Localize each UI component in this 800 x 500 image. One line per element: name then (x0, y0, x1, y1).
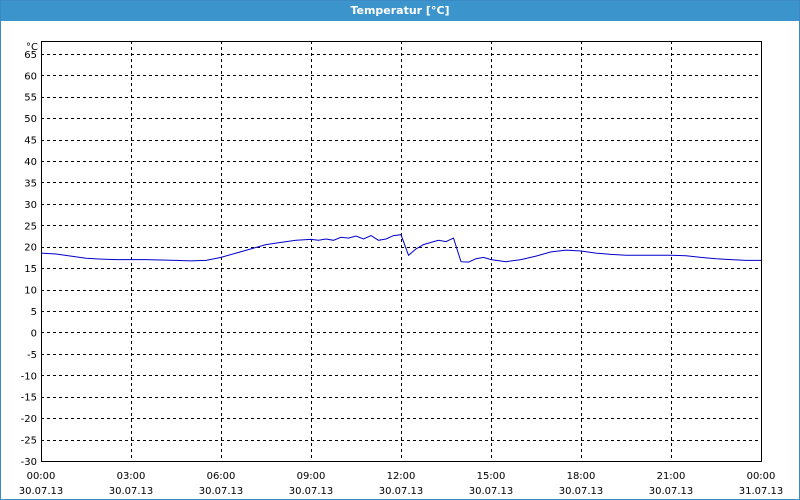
y-tick-label: 55 (24, 93, 37, 104)
x-tick-time-label: 12:00 (387, 471, 416, 482)
x-tick-time-label: 00:00 (747, 471, 776, 482)
y-unit-label: °C (26, 42, 38, 53)
x-tick-date-label: 30.07.13 (19, 486, 64, 497)
y-tick-label: 30 (24, 200, 37, 211)
y-tick-label: -30 (21, 457, 37, 468)
y-tick-label: 40 (24, 157, 37, 168)
y-tick-label: 50 (24, 114, 37, 125)
x-tick-date-label: 30.07.13 (469, 486, 514, 497)
x-tick-time-label: 18:00 (567, 471, 596, 482)
x-tick-date-label: 30.07.13 (199, 486, 244, 497)
x-tick-date-label: 31.07.13 (739, 486, 784, 497)
y-tick-label: 15 (24, 264, 37, 275)
x-tick-time-label: 21:00 (657, 471, 686, 482)
x-tick-labels: 00:00 30.07.13 03:00 30.07.13 06:00 30.07.13 0… (19, 471, 784, 497)
x-tick-date-label: 30.07.13 (289, 486, 334, 497)
y-tick-label: 45 (24, 136, 37, 147)
x-tick-date-label: 30.07.13 (559, 486, 604, 497)
y-tick-label: 10 (24, 286, 37, 297)
x-tick-date-label: 30.07.13 (649, 486, 694, 497)
y-tick-label: 25 (24, 221, 37, 232)
x-tick-date-label: 30.07.13 (379, 486, 424, 497)
y-tick-label: 65 (24, 50, 37, 61)
x-tick-time-label: 09:00 (297, 471, 326, 482)
y-tick-label: -10 (21, 371, 37, 382)
y-tick-label: 60 (24, 71, 37, 82)
series-layer (40, 234, 761, 263)
y-tick-label: 0 (31, 328, 37, 339)
plot-area-frame (41, 41, 762, 462)
y-tick-label: 35 (24, 178, 37, 189)
y-tick-label: -5 (27, 350, 37, 361)
x-tick-date-label: 30.07.13 (109, 486, 154, 497)
y-tick-label: -20 (21, 414, 37, 425)
x-tick-time-label: 03:00 (117, 471, 146, 482)
y-tick-label: 5 (31, 307, 37, 318)
y-tick-labels: 65605550454035302520151050-5-10-15-20-25… (21, 50, 37, 468)
y-tick-label: 20 (24, 243, 37, 254)
window-title: Temperatur [°C] (1, 1, 799, 21)
y-tick-label: -25 (21, 436, 37, 447)
x-tick-time-label: 00:00 (27, 471, 56, 482)
temperature-series-line (40, 234, 761, 263)
x-tick-time-label: 15:00 (477, 471, 506, 482)
grid-lines (41, 41, 761, 461)
x-tick-time-label: 06:00 (207, 471, 236, 482)
y-tick-label: -15 (21, 393, 37, 404)
